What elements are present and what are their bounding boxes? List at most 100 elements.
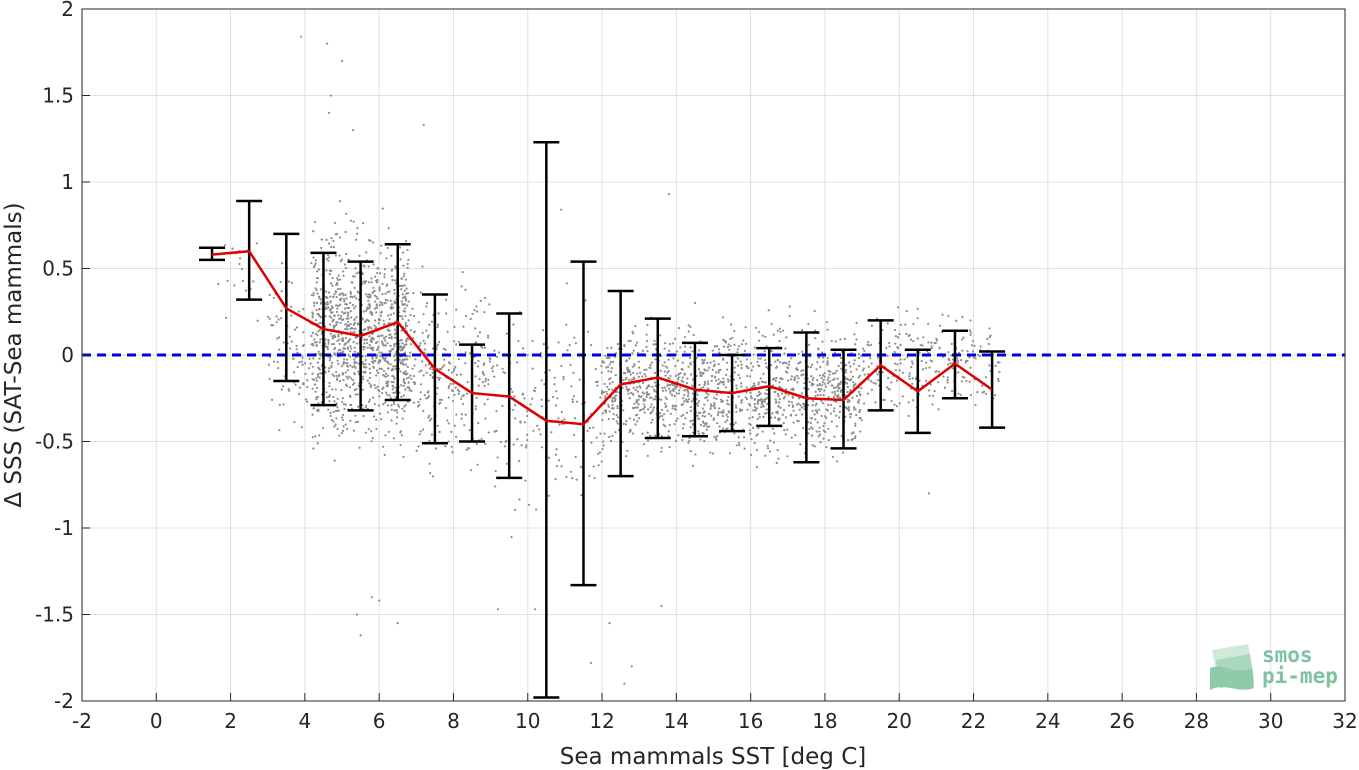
scatter-point: [956, 357, 959, 360]
scatter-point: [930, 346, 933, 350]
scatter-point: [386, 374, 390, 377]
scatter-point: [525, 444, 528, 447]
scatter-point: [571, 398, 574, 401]
scatter-point: [675, 419, 678, 423]
scatter-point: [531, 339, 534, 342]
scatter-point: [642, 407, 645, 411]
scatter-point: [963, 376, 966, 379]
scatter-point: [483, 296, 487, 300]
scatter-point: [606, 392, 609, 396]
scatter-point: [808, 380, 811, 384]
scatter-point: [270, 398, 274, 401]
scatter-point: [734, 360, 737, 364]
scatter-point: [241, 279, 244, 283]
scatter-point: [661, 414, 664, 418]
scatter-point: [327, 342, 330, 345]
scatter-point: [404, 297, 407, 300]
scatter-point: [706, 361, 709, 364]
scatter-point: [343, 263, 347, 266]
logo-line2: pi-mep: [1262, 664, 1338, 688]
scatter-point: [822, 378, 825, 381]
scatter-point: [911, 362, 914, 365]
x-tick-label: 30: [1258, 709, 1283, 733]
scatter-point: [625, 376, 628, 380]
scatter-point: [859, 409, 862, 412]
scatter-point: [894, 369, 897, 372]
scatter-point: [330, 237, 333, 240]
scatter-point: [355, 342, 358, 345]
scatter-point: [316, 375, 320, 378]
scatter-point: [317, 409, 320, 413]
scatter-point: [727, 403, 730, 406]
scatter-point: [774, 398, 777, 401]
x-tick-label: 14: [664, 709, 689, 733]
scatter-point: [716, 414, 719, 417]
scatter-point: [759, 377, 762, 380]
scatter-point: [335, 417, 338, 420]
scatter-point: [542, 329, 545, 332]
scatter-point: [744, 396, 747, 399]
scatter-point: [371, 357, 374, 360]
scatter-point: [846, 385, 849, 389]
scatter-point: [818, 430, 821, 433]
scatter-point: [332, 420, 335, 423]
x-tick-label: -2: [72, 709, 92, 733]
scatter-point: [731, 336, 734, 339]
scatter-point: [645, 391, 648, 394]
scatter-point: [783, 352, 786, 355]
scatter-point: [484, 417, 487, 420]
scatter-point: [695, 374, 698, 378]
scatter-point: [381, 207, 384, 210]
scatter-point: [543, 383, 546, 386]
scatter-point: [373, 402, 376, 406]
scatter-point: [367, 265, 370, 268]
scatter-point: [457, 392, 460, 396]
scatter-point: [361, 360, 364, 363]
scatter-point: [224, 316, 228, 319]
scatter-point: [402, 296, 405, 299]
scatter-point: [608, 378, 611, 381]
scatter-point: [770, 322, 773, 325]
scatter-point: [392, 437, 396, 440]
scatter-point: [687, 330, 690, 333]
scatter-point: [226, 279, 229, 282]
scatter-point: [672, 357, 675, 360]
scatter-point: [526, 433, 529, 436]
scatter-point: [745, 386, 748, 389]
scatter-point: [345, 303, 349, 306]
scatter-point: [369, 346, 372, 349]
scatter-point: [774, 360, 777, 363]
scatter-point: [729, 344, 732, 348]
scatter-point: [332, 374, 336, 378]
scatter-point: [764, 335, 767, 338]
scatter-point: [555, 464, 558, 468]
scatter-point: [702, 362, 705, 365]
scatter-point: [540, 398, 543, 401]
scatter-point: [483, 346, 487, 349]
scatter-point: [778, 401, 781, 404]
scatter-point: [387, 380, 390, 383]
scatter-point: [382, 357, 385, 360]
scatter-point: [703, 380, 706, 383]
scatter-point: [521, 393, 524, 396]
scatter-point: [648, 393, 651, 396]
scatter-point: [663, 413, 666, 416]
scatter-point: [631, 365, 634, 368]
scatter-point: [520, 444, 523, 447]
scatter-point: [814, 404, 817, 407]
scatter-point: [406, 337, 409, 340]
scatter-point: [313, 304, 316, 307]
scatter-point: [290, 314, 293, 317]
scatter-point: [844, 377, 847, 381]
scatter-point: [853, 359, 856, 362]
scatter-point: [493, 375, 496, 378]
scatter-point: [600, 389, 604, 393]
scatter-point: [648, 396, 651, 399]
scatter-point: [318, 434, 321, 437]
scatter-point: [351, 366, 354, 369]
scatter-point: [396, 411, 399, 414]
scatter-point: [324, 315, 327, 318]
scatter-point: [680, 379, 683, 382]
scatter-point: [675, 386, 678, 389]
scatter-point: [818, 356, 821, 359]
